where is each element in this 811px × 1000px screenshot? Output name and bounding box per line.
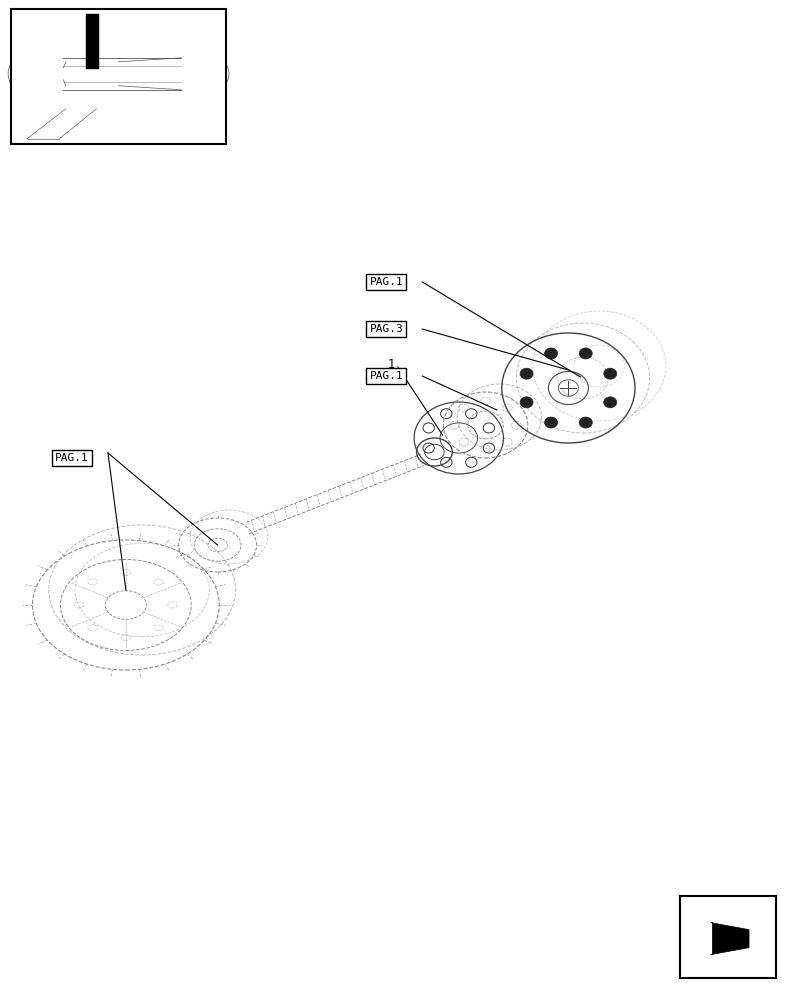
Ellipse shape: [578, 348, 591, 359]
Text: PAG.1: PAG.1: [369, 371, 403, 381]
Bar: [11, 9, 225, 144]
Ellipse shape: [544, 348, 557, 359]
Bar: [680, 896, 775, 978]
Text: PAG.3: PAG.3: [369, 324, 403, 334]
Ellipse shape: [544, 417, 557, 428]
Bar: [66, 39, 118, 109]
Text: 1: 1: [388, 359, 395, 371]
Ellipse shape: [519, 397, 532, 408]
Text: PAG.1: PAG.1: [369, 277, 403, 287]
Polygon shape: [710, 923, 748, 955]
Ellipse shape: [603, 368, 616, 379]
Ellipse shape: [578, 417, 591, 428]
Ellipse shape: [603, 397, 616, 408]
Ellipse shape: [519, 368, 532, 379]
Text: PAG.1: PAG.1: [55, 453, 89, 463]
Bar: [86, 14, 99, 69]
